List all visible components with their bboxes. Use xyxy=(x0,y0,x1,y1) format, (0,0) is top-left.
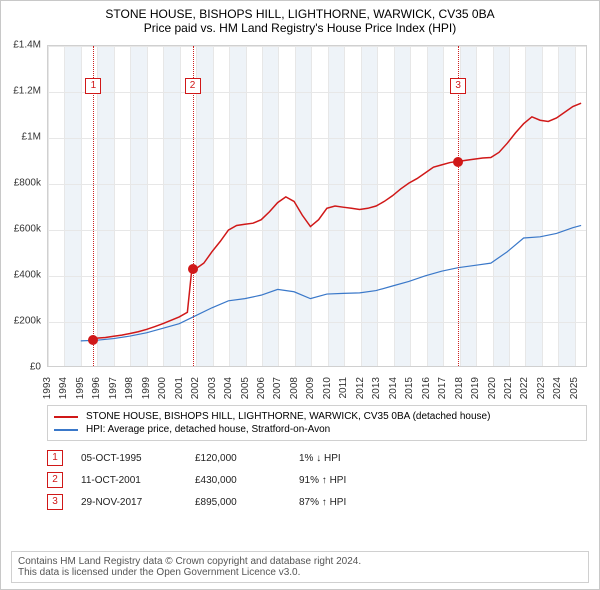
y-tick-label: £0 xyxy=(0,362,41,373)
series-svg xyxy=(48,46,586,366)
callout-box: 3 xyxy=(450,78,466,94)
event-date: 29-NOV-2017 xyxy=(81,497,177,508)
x-tick-label: 2006 xyxy=(256,377,267,399)
x-tick-label: 2007 xyxy=(272,377,283,399)
x-tick-label: 2022 xyxy=(519,377,530,399)
y-tick-label: £1.2M xyxy=(0,86,41,97)
series-red xyxy=(93,103,581,338)
event-date: 11-OCT-2001 xyxy=(81,475,177,486)
title-line-2: Price paid vs. HM Land Registry's House … xyxy=(5,21,595,35)
event-row: 2 11-OCT-2001 £430,000 91% ↑ HPI xyxy=(47,469,587,491)
x-tick-label: 2004 xyxy=(223,377,234,399)
series-blue xyxy=(81,225,581,340)
footer-line-1: Contains HM Land Registry data © Crown c… xyxy=(18,556,582,567)
price-marker xyxy=(188,264,198,274)
arrow-down-icon: ↓ xyxy=(316,453,321,464)
legend-row: HPI: Average price, detached house, Stra… xyxy=(54,423,580,436)
x-tick-label: 2012 xyxy=(355,377,366,399)
x-tick-label: 1993 xyxy=(42,377,53,399)
x-tick-label: 2023 xyxy=(536,377,547,399)
event-row: 3 29-NOV-2017 £895,000 87% ↑ HPI xyxy=(47,491,587,513)
x-tick-label: 2003 xyxy=(207,377,218,399)
x-tick-label: 2005 xyxy=(240,377,251,399)
x-tick-label: 2018 xyxy=(454,377,465,399)
x-tick-label: 1996 xyxy=(91,377,102,399)
event-num: 3 xyxy=(47,494,63,510)
arrow-up-icon: ↑ xyxy=(322,475,327,486)
events-table: 1 05-OCT-1995 £120,000 1% ↓ HPI 2 11-OCT-2001… xyxy=(47,447,587,513)
legend-row: STONE HOUSE, BISHOPS HILL, LIGHTHORNE, W… xyxy=(54,410,580,423)
callout-box: 1 xyxy=(85,78,101,94)
event-price: £430,000 xyxy=(195,475,281,486)
x-tick-label: 2013 xyxy=(371,377,382,399)
event-num: 1 xyxy=(47,450,63,466)
event-row: 1 05-OCT-1995 £120,000 1% ↓ HPI xyxy=(47,447,587,469)
x-tick-label: 2010 xyxy=(322,377,333,399)
x-tick-label: 2015 xyxy=(404,377,415,399)
x-tick-label: 2021 xyxy=(503,377,514,399)
legend-swatch xyxy=(54,429,78,431)
x-tick-label: 2019 xyxy=(470,377,481,399)
title-block: STONE HOUSE, BISHOPS HILL, LIGHTHORNE, W… xyxy=(1,1,599,37)
event-price: £120,000 xyxy=(195,453,281,464)
x-tick-label: 2016 xyxy=(421,377,432,399)
x-tick-label: 2000 xyxy=(157,377,168,399)
event-num: 2 xyxy=(47,472,63,488)
y-tick-label: £400k xyxy=(0,270,41,281)
x-tick-label: 2020 xyxy=(487,377,498,399)
y-tick-label: £800k xyxy=(0,178,41,189)
plot-region: 1 2 3 xyxy=(47,45,587,367)
x-tick-label: 2011 xyxy=(338,377,349,399)
y-tick-label: £1.4M xyxy=(0,40,41,51)
footer: Contains HM Land Registry data © Crown c… xyxy=(11,551,589,583)
x-tick-label: 1995 xyxy=(75,377,86,399)
x-tick-label: 2002 xyxy=(190,377,201,399)
chart-area: 123 199319941995199619971998199920002001… xyxy=(47,45,587,399)
legend-label: STONE HOUSE, BISHOPS HILL, LIGHTHORNE, W… xyxy=(86,411,490,422)
x-tick-label: 1998 xyxy=(124,377,135,399)
x-tick-label: 1999 xyxy=(141,377,152,399)
callout-box: 2 xyxy=(185,78,201,94)
legend: STONE HOUSE, BISHOPS HILL, LIGHTHORNE, W… xyxy=(47,405,587,441)
x-tick-label: 2009 xyxy=(305,377,316,399)
event-price: £895,000 xyxy=(195,497,281,508)
x-tick-label: 2014 xyxy=(388,377,399,399)
arrow-up-icon: ↑ xyxy=(322,497,327,508)
event-date: 05-OCT-1995 xyxy=(81,453,177,464)
event-pct: 87% ↑ HPI xyxy=(299,497,399,508)
x-tick-label: 2025 xyxy=(569,377,580,399)
y-tick-label: £1M xyxy=(0,132,41,143)
y-tick-label: £600k xyxy=(0,224,41,235)
footer-line-2: This data is licensed under the Open Gov… xyxy=(18,567,582,578)
x-tick-label: 2017 xyxy=(437,377,448,399)
event-pct: 91% ↑ HPI xyxy=(299,475,399,486)
x-tick-label: 1997 xyxy=(108,377,119,399)
event-pct: 1% ↓ HPI xyxy=(299,453,399,464)
x-tick-label: 2001 xyxy=(174,377,185,399)
y-tick-label: £200k xyxy=(0,316,41,327)
title-line-1: STONE HOUSE, BISHOPS HILL, LIGHTHORNE, W… xyxy=(5,7,595,21)
x-tick-label: 2024 xyxy=(552,377,563,399)
legend-label: HPI: Average price, detached house, Stra… xyxy=(86,424,330,435)
x-tick-label: 1994 xyxy=(58,377,69,399)
x-tick-label: 2008 xyxy=(289,377,300,399)
legend-swatch xyxy=(54,416,78,418)
